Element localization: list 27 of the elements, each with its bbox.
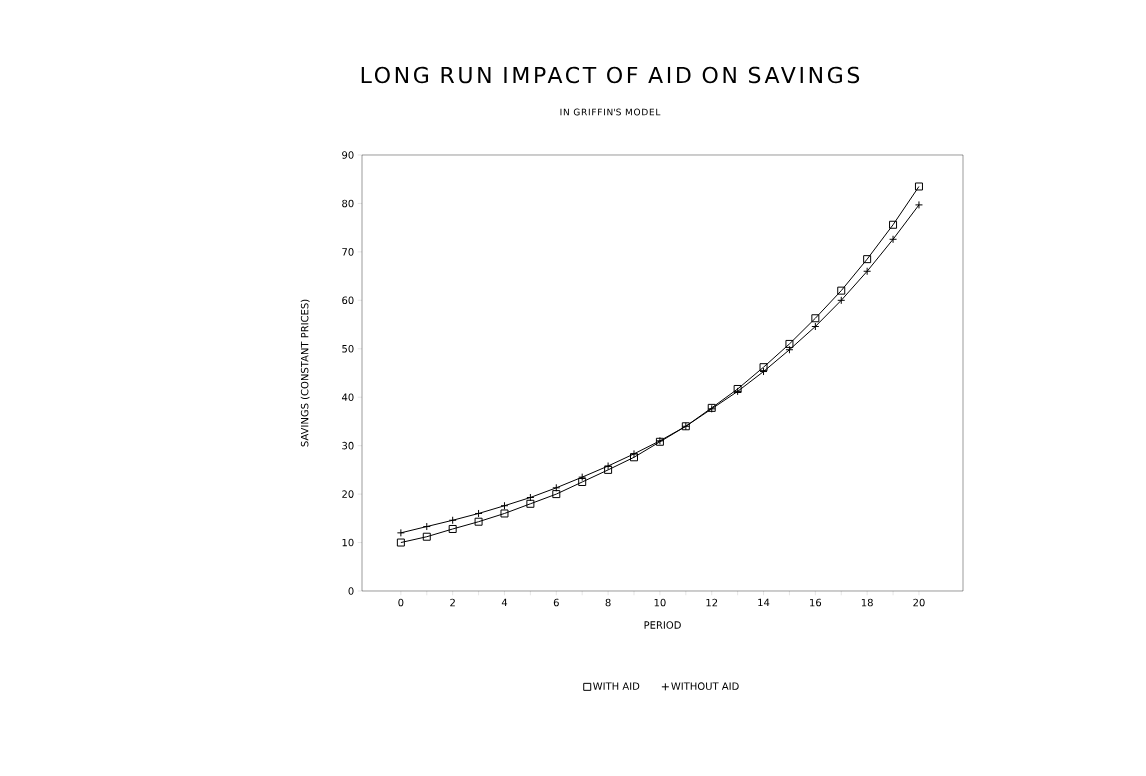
x-tick-label: 18 [861, 598, 873, 607]
x-tick-label: 2 [450, 598, 455, 607]
legend-label: WITHOUT AID [671, 682, 739, 690]
chart-subtitle: IN GRIFFIN'S MODEL [560, 108, 661, 116]
chart-title: LONG RUN IMPACT OF AID ON SAVINGS [361, 66, 860, 84]
y-axis-title: SAVINGS (CONSTANT PRICES) [300, 299, 310, 447]
y-tick-label: 30 [342, 441, 354, 450]
y-tick-label: 40 [341, 393, 354, 401]
x-axis-title: PERIOD [644, 621, 681, 629]
y-tick-label: 10 [342, 538, 354, 547]
y-tick-label: 20 [342, 490, 354, 498]
x-tick-label: 12 [706, 598, 718, 607]
x-tick-label: 4 [501, 598, 508, 607]
y-tick-label: 70 [342, 248, 354, 256]
y-tick-label: 90 [342, 151, 354, 159]
x-tick-label: 0 [398, 598, 404, 607]
legend-label: WITH AID [593, 682, 640, 690]
x-tick-label: 6 [553, 598, 559, 607]
x-tick-label: 10 [654, 598, 666, 607]
y-tick-label: 80 [342, 199, 354, 208]
x-tick-label: 14 [758, 598, 770, 607]
x-tick-label: 20 [913, 598, 925, 607]
y-tick-label: 60 [342, 296, 354, 305]
y-tick-label: 50 [342, 344, 354, 353]
x-tick-label: 8 [605, 598, 611, 607]
y-tick-label: 0 [348, 587, 354, 595]
x-tick-label: 16 [810, 598, 822, 607]
